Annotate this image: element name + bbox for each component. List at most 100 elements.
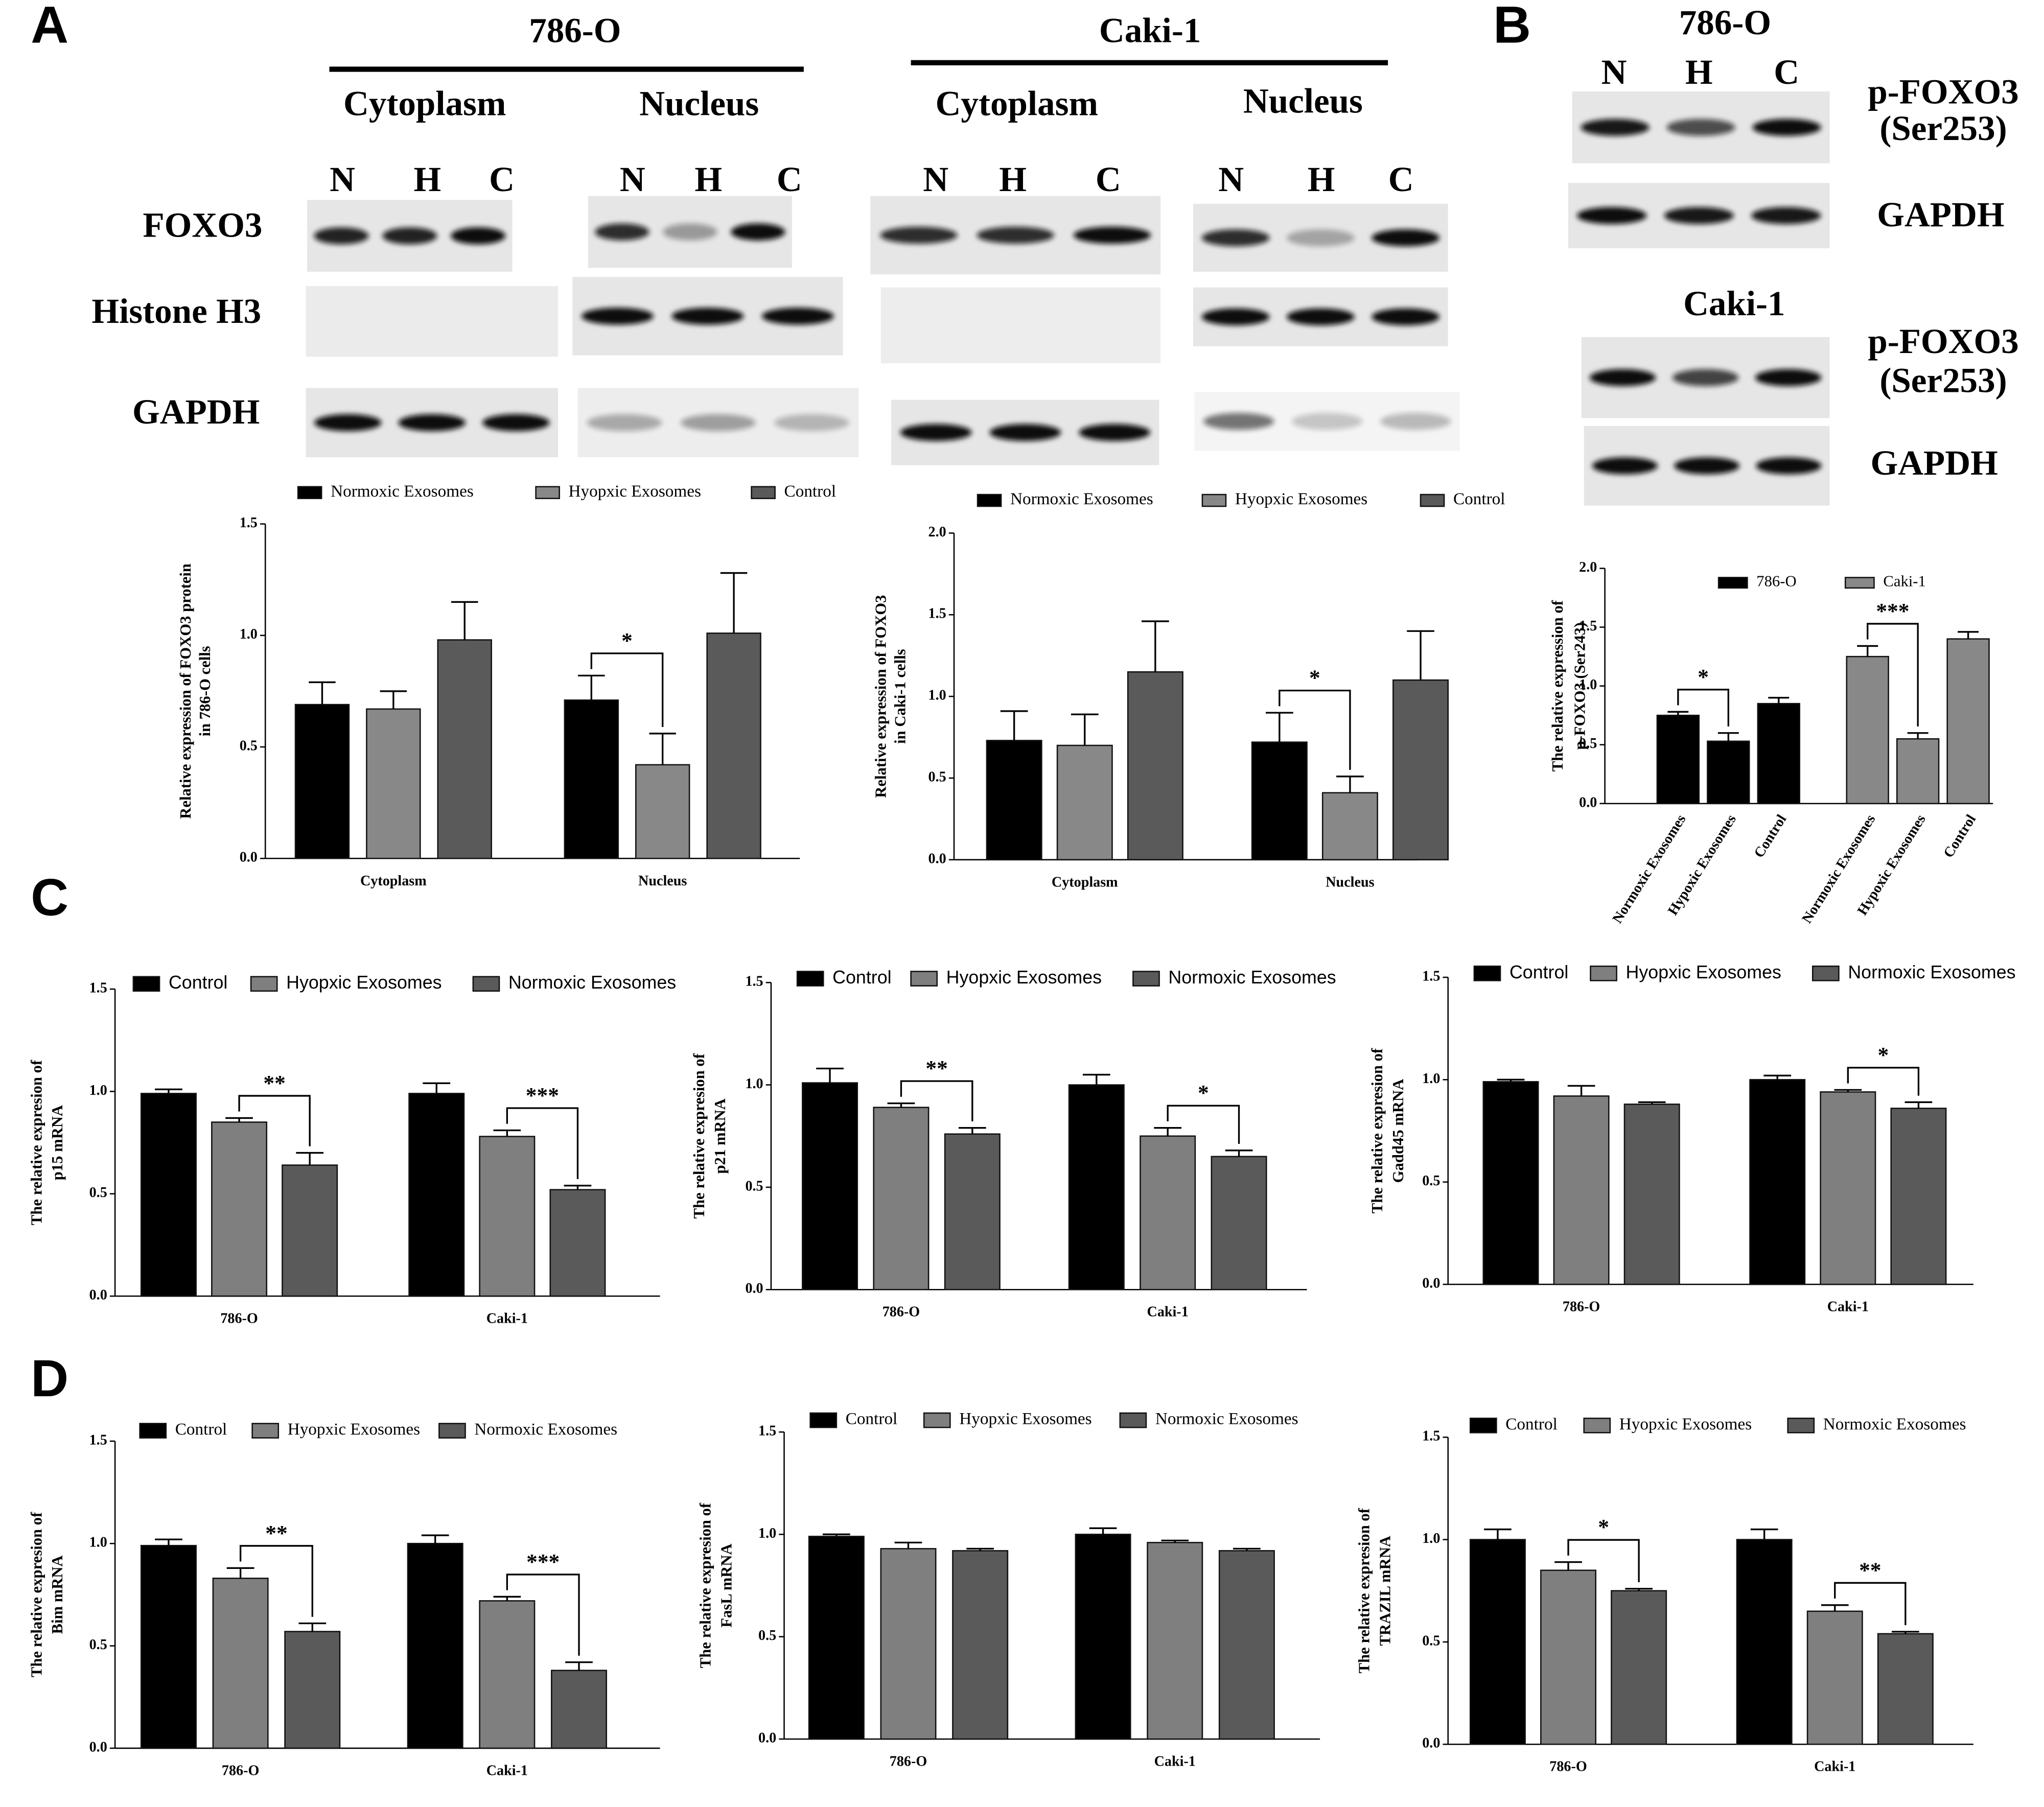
error-bar — [1717, 732, 1739, 741]
lane-label: H — [1685, 52, 1713, 91]
blot-band — [1755, 369, 1822, 386]
legend-label: Hyopxic Exosomes — [1235, 489, 1367, 508]
bar — [408, 1093, 465, 1297]
y-tick-label: 1.0 — [240, 626, 258, 642]
y-axis-label: Bim mRNA — [49, 1555, 66, 1634]
legend-swatch — [1590, 965, 1617, 981]
lane-label: C — [1096, 159, 1121, 199]
legend-swatch — [1717, 577, 1748, 589]
significance-label: ** — [925, 1057, 947, 1081]
significance-bracket — [239, 1545, 313, 1617]
blot-band — [398, 414, 466, 431]
blot-band — [1291, 413, 1363, 430]
blot-band — [1372, 308, 1440, 325]
bar — [479, 1136, 536, 1297]
error-bar — [1142, 620, 1169, 672]
x-tick-label: 786-O — [890, 1753, 927, 1769]
bar — [808, 1536, 865, 1740]
y-axis-label: p15 mRNA — [49, 1105, 66, 1180]
error-bar — [1750, 1528, 1778, 1540]
y-tick-label: 0.5 — [758, 1628, 776, 1644]
panel-letter: C — [31, 868, 68, 927]
y-tick-label: 0.0 — [1422, 1735, 1440, 1751]
y-axis-label: in Caki-1 cells — [892, 649, 909, 744]
blot-band — [1577, 207, 1647, 224]
bar — [944, 1133, 1001, 1290]
x-tick-label: Cytoplasm — [1052, 874, 1118, 890]
y-tick-label: 0.0 — [758, 1730, 776, 1746]
x-tick-label: 786-O — [220, 1311, 258, 1327]
blot-band — [1666, 119, 1735, 136]
blot-band — [314, 414, 382, 431]
legend-swatch — [923, 1412, 951, 1428]
y-tick-label: 2.0 — [928, 524, 946, 540]
y-tick-label: 0.0 — [745, 1281, 763, 1297]
blot-band — [587, 414, 662, 431]
error-bar — [1907, 732, 1929, 739]
blot-band — [1752, 119, 1821, 136]
row-label: (Ser253) — [1879, 361, 2007, 400]
x-tick-label: Caki-1 — [1154, 1753, 1196, 1769]
bar — [873, 1107, 930, 1290]
bar — [1553, 1095, 1610, 1285]
bar — [1392, 679, 1449, 861]
error-bar — [966, 1547, 994, 1551]
legend-label: Normoxic Exosomes — [1155, 1410, 1298, 1428]
y-tick-label: 1.0 — [745, 1076, 763, 1092]
cell-line-header: Caki-1 — [1683, 284, 1785, 323]
y-tick-label: 1.5 — [928, 606, 946, 622]
row-label: p-FOXO3 — [1868, 72, 2018, 111]
significance-bracket — [238, 1095, 311, 1146]
x-tick-label: Caki-1 — [486, 1763, 528, 1778]
significance-bracket — [1279, 689, 1351, 770]
blot-band — [977, 226, 1054, 244]
significance-label: *** — [1876, 599, 1909, 623]
bar — [564, 699, 619, 859]
legend-label: Normoxic Exosomes — [331, 482, 474, 501]
y-axis-label: FasL mRNA — [718, 1543, 735, 1627]
y-axis-label: The relative expression of — [1549, 600, 1566, 771]
y-axis-label: The relative expresion of — [28, 1512, 45, 1677]
error-bar — [649, 733, 676, 765]
blot-background — [306, 286, 559, 357]
legend-swatch — [1787, 1417, 1815, 1434]
lane-label: C — [489, 159, 515, 199]
legend-swatch — [1201, 494, 1227, 507]
y-tick-label: 0.5 — [89, 1185, 107, 1201]
significance-label: * — [621, 628, 633, 653]
legend-swatch — [132, 976, 160, 992]
lane-label: C — [1388, 159, 1414, 199]
bar — [1656, 714, 1700, 805]
blot-band — [1079, 424, 1151, 441]
error-bar — [309, 681, 336, 705]
significance-label: ** — [263, 1071, 285, 1095]
lane-label: C — [1774, 52, 1799, 91]
row-label: GAPDH — [1870, 443, 1997, 482]
bar — [549, 1189, 606, 1297]
blot-band — [1073, 226, 1151, 244]
legend-label: Hyopxic Exosomes — [288, 1420, 420, 1439]
bar — [1890, 1108, 1947, 1285]
lane-label: H — [1308, 159, 1335, 199]
error-bar — [1904, 1101, 1933, 1109]
legend-swatch — [809, 1412, 838, 1428]
blot-band — [1286, 229, 1355, 247]
y-tick-label: 1.5 — [745, 974, 763, 990]
bar — [952, 1550, 1009, 1740]
error-bar — [380, 690, 407, 709]
blot-band — [1756, 457, 1822, 475]
y-tick-label: 0.5 — [928, 769, 946, 785]
y-axis-label: The relative expresion of — [697, 1503, 714, 1668]
x-tick-label: Cytoplasm — [360, 873, 427, 889]
significance-bracket — [1847, 1067, 1920, 1096]
error-bar — [298, 1622, 327, 1632]
y-tick-label: 0.5 — [1579, 736, 1597, 752]
legend-label: Normoxic Exosomes — [474, 1420, 617, 1439]
legend-label: Normoxic Exosomes — [1010, 489, 1153, 508]
error-bar — [1821, 1604, 1849, 1611]
legend-label: Control — [846, 1410, 898, 1428]
blot-band — [1664, 207, 1734, 224]
error-bar — [1161, 1539, 1189, 1543]
row-label: Histone H3 — [91, 291, 261, 331]
row-label: GAPDH — [1877, 195, 2004, 234]
